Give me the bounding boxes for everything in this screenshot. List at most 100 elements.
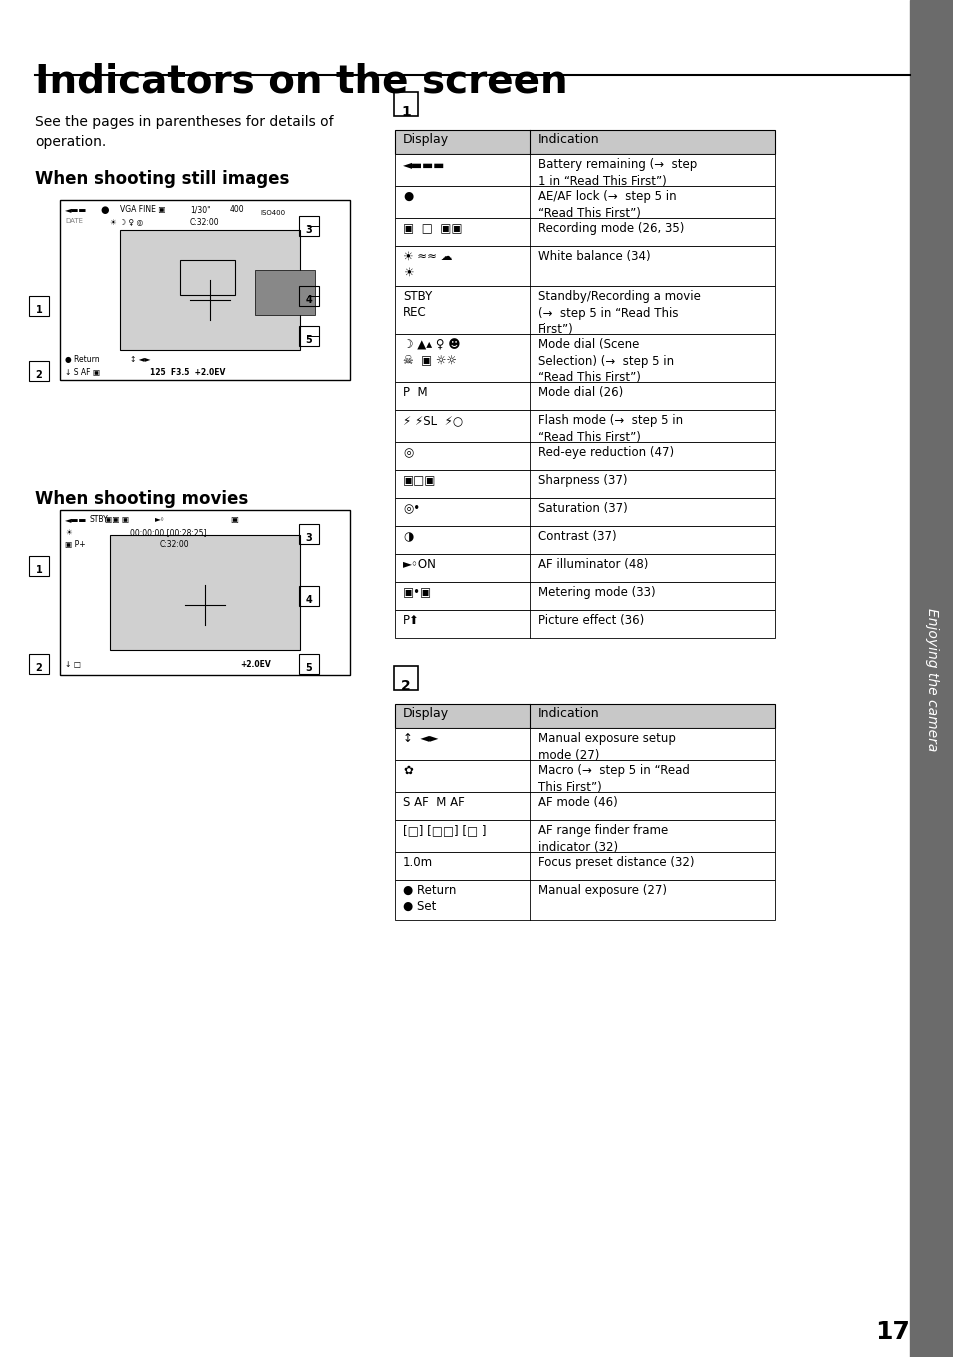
Bar [395,186,774,218]
Text: 2: 2 [35,664,42,673]
Text: White balance (34): White balance (34) [537,250,650,263]
Text: Display: Display [402,707,449,721]
Bar [395,554,774,582]
Text: ↕ ◄►: ↕ ◄► [130,356,151,364]
Text: ☀: ☀ [65,528,71,537]
Text: 2: 2 [35,370,42,380]
Text: ►◦: ►◦ [154,516,165,524]
Bar [395,704,774,727]
Text: Recording mode (26, 35): Recording mode (26, 35) [537,223,683,235]
Text: ↕  ◄►: ↕ ◄► [402,731,438,745]
Text: P  M: P M [402,385,427,399]
Text: ◎: ◎ [402,446,413,459]
Text: AF range finder frame
indicator (32): AF range finder frame indicator (32) [537,824,667,854]
Bar [395,442,774,470]
Text: 1.0m: 1.0m [402,856,433,868]
Bar [395,727,774,760]
Text: STBY
REC: STBY REC [402,290,432,319]
Text: Manual exposure (27): Manual exposure (27) [537,883,666,897]
Text: ☀ ≈≈ ☁
☀: ☀ ≈≈ ☁ ☀ [402,250,452,280]
Text: ISO400: ISO400 [260,210,285,216]
Text: Mode dial (Scene
Selection) (→  step 5 in
“Read This First”): Mode dial (Scene Selection) (→ step 5 in… [537,338,674,384]
Text: 17: 17 [874,1320,909,1343]
Bar [395,410,774,442]
Text: ↓ S AF ▣: ↓ S AF ▣ [65,368,100,377]
Bar [60,510,350,674]
Text: 1: 1 [400,104,411,119]
Text: AF mode (46): AF mode (46) [537,797,618,809]
Text: 400: 400 [230,205,244,214]
Text: Metering mode (33): Metering mode (33) [537,586,655,598]
Text: ◄▬▬: ◄▬▬ [65,516,87,524]
Text: Indication: Indication [537,133,599,147]
Text: Manual exposure setup
mode (27): Manual exposure setup mode (27) [537,731,675,761]
Text: Flash mode (→  step 5 in
“Read This First”): Flash mode (→ step 5 in “Read This First… [537,414,682,444]
Text: 1: 1 [35,565,42,575]
Bar [120,229,299,350]
Text: 00:00:00 [00:28:25]: 00:00:00 [00:28:25] [130,528,206,537]
Text: 5: 5 [305,664,312,673]
Text: P⬆: P⬆ [402,613,419,627]
Text: C:32:00: C:32:00 [160,540,190,550]
Text: ●: ● [100,205,109,214]
Bar [395,582,774,611]
Text: 1/30": 1/30" [190,205,211,214]
Text: ☽ ▲▴ ♀ ☻
☠  ▣ ☼☼: ☽ ▲▴ ♀ ☻ ☠ ▣ ☼☼ [402,338,460,366]
Bar [395,498,774,527]
Text: Mode dial (26): Mode dial (26) [537,385,622,399]
Bar [60,199,350,380]
Text: ● Return: ● Return [65,356,99,364]
Text: Standby/Recording a movie
(→  step 5 in “Read This
First”): Standby/Recording a movie (→ step 5 in “… [537,290,700,337]
Text: 125  F3.5  +2.0EV: 125 F3.5 +2.0EV [150,368,225,377]
Text: Macro (→  step 5 in “Read
This First”): Macro (→ step 5 in “Read This First”) [537,764,689,794]
Bar [395,470,774,498]
Text: ▣  □  ▣▣: ▣ □ ▣▣ [402,223,462,235]
Text: STBY: STBY [90,516,109,524]
Text: ◑: ◑ [402,531,413,543]
Text: ►◦ON: ►◦ON [402,558,436,571]
Text: ● Return
● Set: ● Return ● Set [402,883,456,913]
Text: Indicators on the screen: Indicators on the screen [35,62,567,100]
Text: 2: 2 [400,678,411,693]
Bar [180,261,234,294]
Text: DATE: DATE [65,218,83,224]
Bar [395,527,774,554]
Text: Contrast (37): Contrast (37) [537,531,616,543]
Text: Focus preset distance (32): Focus preset distance (32) [537,856,694,868]
Bar [395,153,774,186]
Bar [395,879,774,920]
Text: When shooting still images: When shooting still images [35,170,289,189]
Bar [395,611,774,638]
Text: 3: 3 [305,533,312,543]
Text: Saturation (37): Saturation (37) [537,502,627,516]
Text: Battery remaining (→  step
1 in “Read This First”): Battery remaining (→ step 1 in “Read Thi… [537,157,697,187]
Text: See the pages in parentheses for details of
operation.: See the pages in parentheses for details… [35,115,334,148]
Text: 4: 4 [305,594,312,605]
Bar [395,334,774,383]
Bar [395,246,774,286]
Text: [□] [□□] [□ ]: [□] [□□] [□ ] [402,824,486,837]
Text: 3: 3 [305,225,312,235]
Bar [395,792,774,820]
Text: ▣ P+: ▣ P+ [65,540,86,550]
Text: ▣□▣: ▣□▣ [402,474,436,487]
Text: C:32:00: C:32:00 [190,218,219,227]
Text: Enjoying the camera: Enjoying the camera [924,608,938,752]
Text: ✿: ✿ [402,764,413,778]
Text: Picture effect (36): Picture effect (36) [537,613,643,627]
Text: ◄▬▬: ◄▬▬ [65,205,87,214]
Bar [395,383,774,410]
Text: 1: 1 [35,305,42,315]
Text: AE/AF lock (→  step 5 in
“Read This First”): AE/AF lock (→ step 5 in “Read This First… [537,190,676,220]
Text: Display: Display [402,133,449,147]
Text: ◄▬▬▬: ◄▬▬▬ [402,157,445,171]
Bar [395,218,774,246]
Bar [909,0,953,1357]
Text: AF illuminator (48): AF illuminator (48) [537,558,648,571]
Text: ▣▣ ▣: ▣▣ ▣ [105,516,129,524]
Text: ●: ● [402,190,413,204]
Bar [395,820,774,852]
Text: ▣•▣: ▣•▣ [402,586,432,598]
Text: 5: 5 [305,335,312,345]
Text: ▣: ▣ [230,516,237,524]
